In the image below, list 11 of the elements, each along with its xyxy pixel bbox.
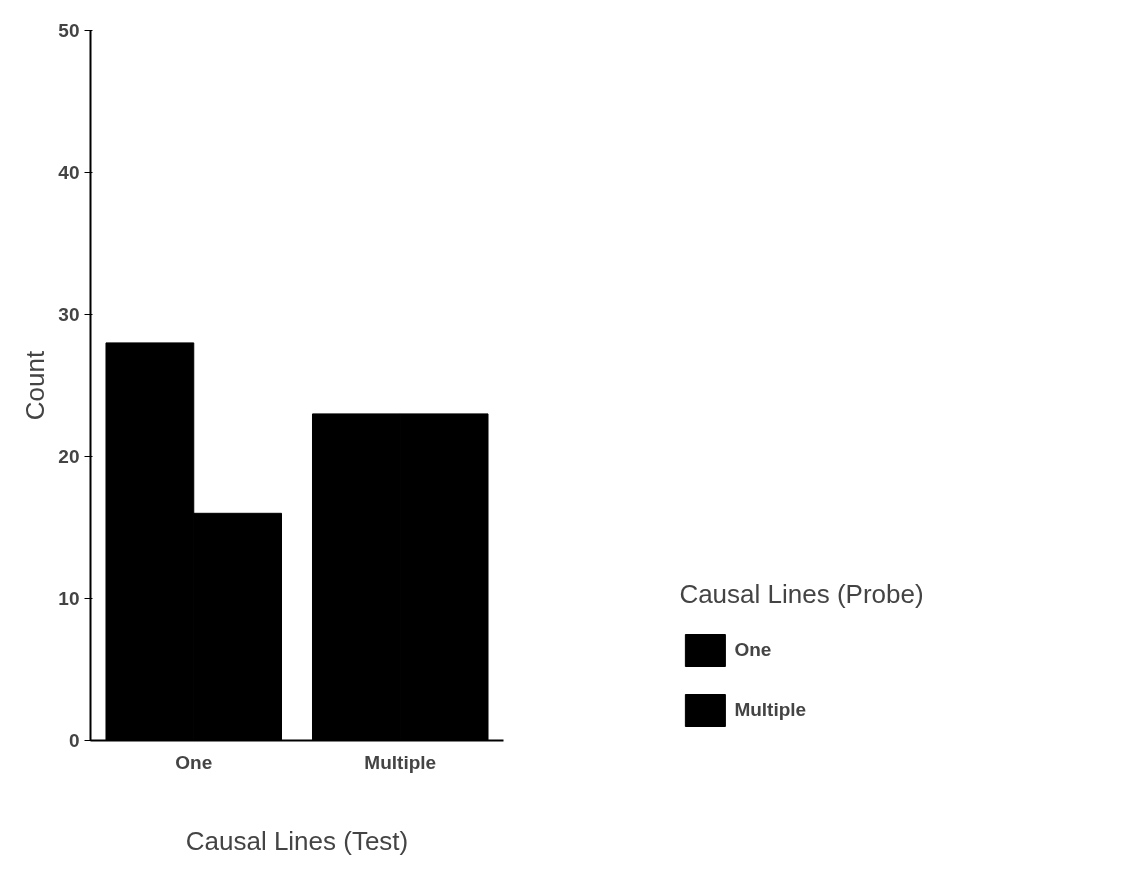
y-tick-label: 40	[58, 162, 80, 183]
y-tick-label: 20	[58, 446, 80, 467]
y-tick-label: 0	[68, 730, 80, 751]
y-tick-label: 10	[58, 588, 80, 609]
legend-label: Multiple	[734, 699, 807, 721]
legend-title: Causal Lines (Probe)	[679, 579, 924, 610]
y-tick-label: 50	[58, 20, 80, 41]
y-tick-label: 30	[58, 304, 80, 325]
legend-label: One	[734, 639, 772, 661]
y-axis-title: Count	[20, 350, 51, 421]
x-axis-title: Causal Lines (Test)	[185, 825, 409, 856]
